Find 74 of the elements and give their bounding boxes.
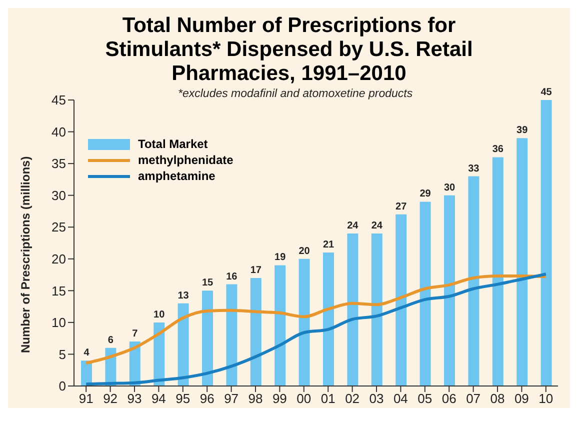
x-tick-label: 03 [369, 391, 384, 406]
line-series [84, 274, 548, 365]
data-label: 10 [154, 309, 166, 320]
bar [396, 214, 407, 386]
y-tick-label: 40 [52, 124, 66, 140]
data-label: 4 [84, 348, 90, 359]
bar [323, 252, 334, 386]
data-label: 36 [492, 144, 504, 156]
data-label: 19 [274, 252, 286, 264]
x-tick-label: 95 [176, 391, 190, 406]
data-label: 15 [202, 278, 214, 289]
x-tick-label: 98 [248, 391, 263, 406]
bar [492, 157, 504, 386]
x-tick-label: 93 [127, 391, 142, 406]
bar [250, 278, 262, 386]
x-tick-label: 94 [151, 391, 166, 406]
legend-label: amphetamine [137, 168, 216, 184]
legend-label: Total Market [137, 136, 209, 152]
y-tick-label: 5 [58, 346, 66, 362]
data-label: 24 [371, 220, 383, 232]
x-tick-label: 97 [224, 391, 239, 406]
chart-subtitle: *excludes modafinil and atomoxetine products [178, 88, 413, 100]
legend-label: methylphenidate [137, 152, 234, 168]
x-tick-label: 08 [490, 391, 505, 406]
data-label: 45 [540, 87, 552, 98]
data-label: 20 [298, 246, 310, 257]
x-tick-label: 01 [320, 391, 336, 406]
y-tick-label: 25 [52, 220, 66, 235]
data-label: 27 [396, 201, 408, 212]
bar [420, 202, 431, 386]
y-tick-label: 45 [52, 92, 66, 108]
y-tick-label: 20 [52, 252, 66, 267]
y-tick-label: 15 [52, 283, 66, 298]
x-tick-label: 96 [200, 391, 214, 406]
x-tick-label: 06 [442, 391, 456, 406]
bar [274, 265, 286, 386]
y-axis-title: Number of Prescriptions (millions) [18, 156, 32, 353]
chart-title: Total Number of Prescriptions for Stimulants* Dispensed by U.S. Retail Pharmacies, 1991–2010 [104, 13, 474, 86]
bar [468, 176, 480, 386]
data-label: 6 [108, 334, 114, 346]
bar [347, 233, 358, 386]
x-tick-label: 02 [345, 391, 360, 406]
data-label: 16 [226, 271, 238, 282]
x-tick-label: 04 [393, 391, 408, 406]
line-series [84, 272, 548, 386]
bar [298, 258, 310, 386]
x-tick-label: 00 [296, 391, 312, 406]
y-tick-label: 30 [52, 188, 66, 203]
data-label: 17 [250, 264, 262, 276]
data-label: 21 [322, 240, 334, 251]
data-label: 7 [132, 328, 138, 340]
x-tick-label: 09 [514, 391, 529, 406]
bar [371, 233, 382, 386]
bar [516, 138, 528, 386]
data-label: 13 [178, 290, 190, 302]
x-tick-label: 10 [538, 391, 554, 406]
y-tick-label: 35 [52, 156, 66, 172]
bar [178, 303, 189, 386]
bar [540, 100, 552, 386]
y-tick-label: 0 [58, 378, 66, 394]
data-label: 33 [468, 163, 480, 174]
x-tick-label: 99 [272, 391, 287, 406]
bar [202, 290, 213, 386]
bar [444, 195, 455, 386]
data-label: 39 [516, 125, 528, 136]
data-label: 24 [347, 220, 359, 232]
y-tick-label: 10 [52, 315, 66, 330]
x-tick-label: 07 [466, 391, 481, 406]
x-tick-label: 05 [418, 391, 432, 406]
x-tick-label: 91 [78, 391, 94, 406]
data-label: 29 [420, 188, 432, 200]
x-tick-label: 92 [103, 391, 118, 406]
bar [226, 284, 238, 386]
data-label: 30 [444, 182, 456, 194]
